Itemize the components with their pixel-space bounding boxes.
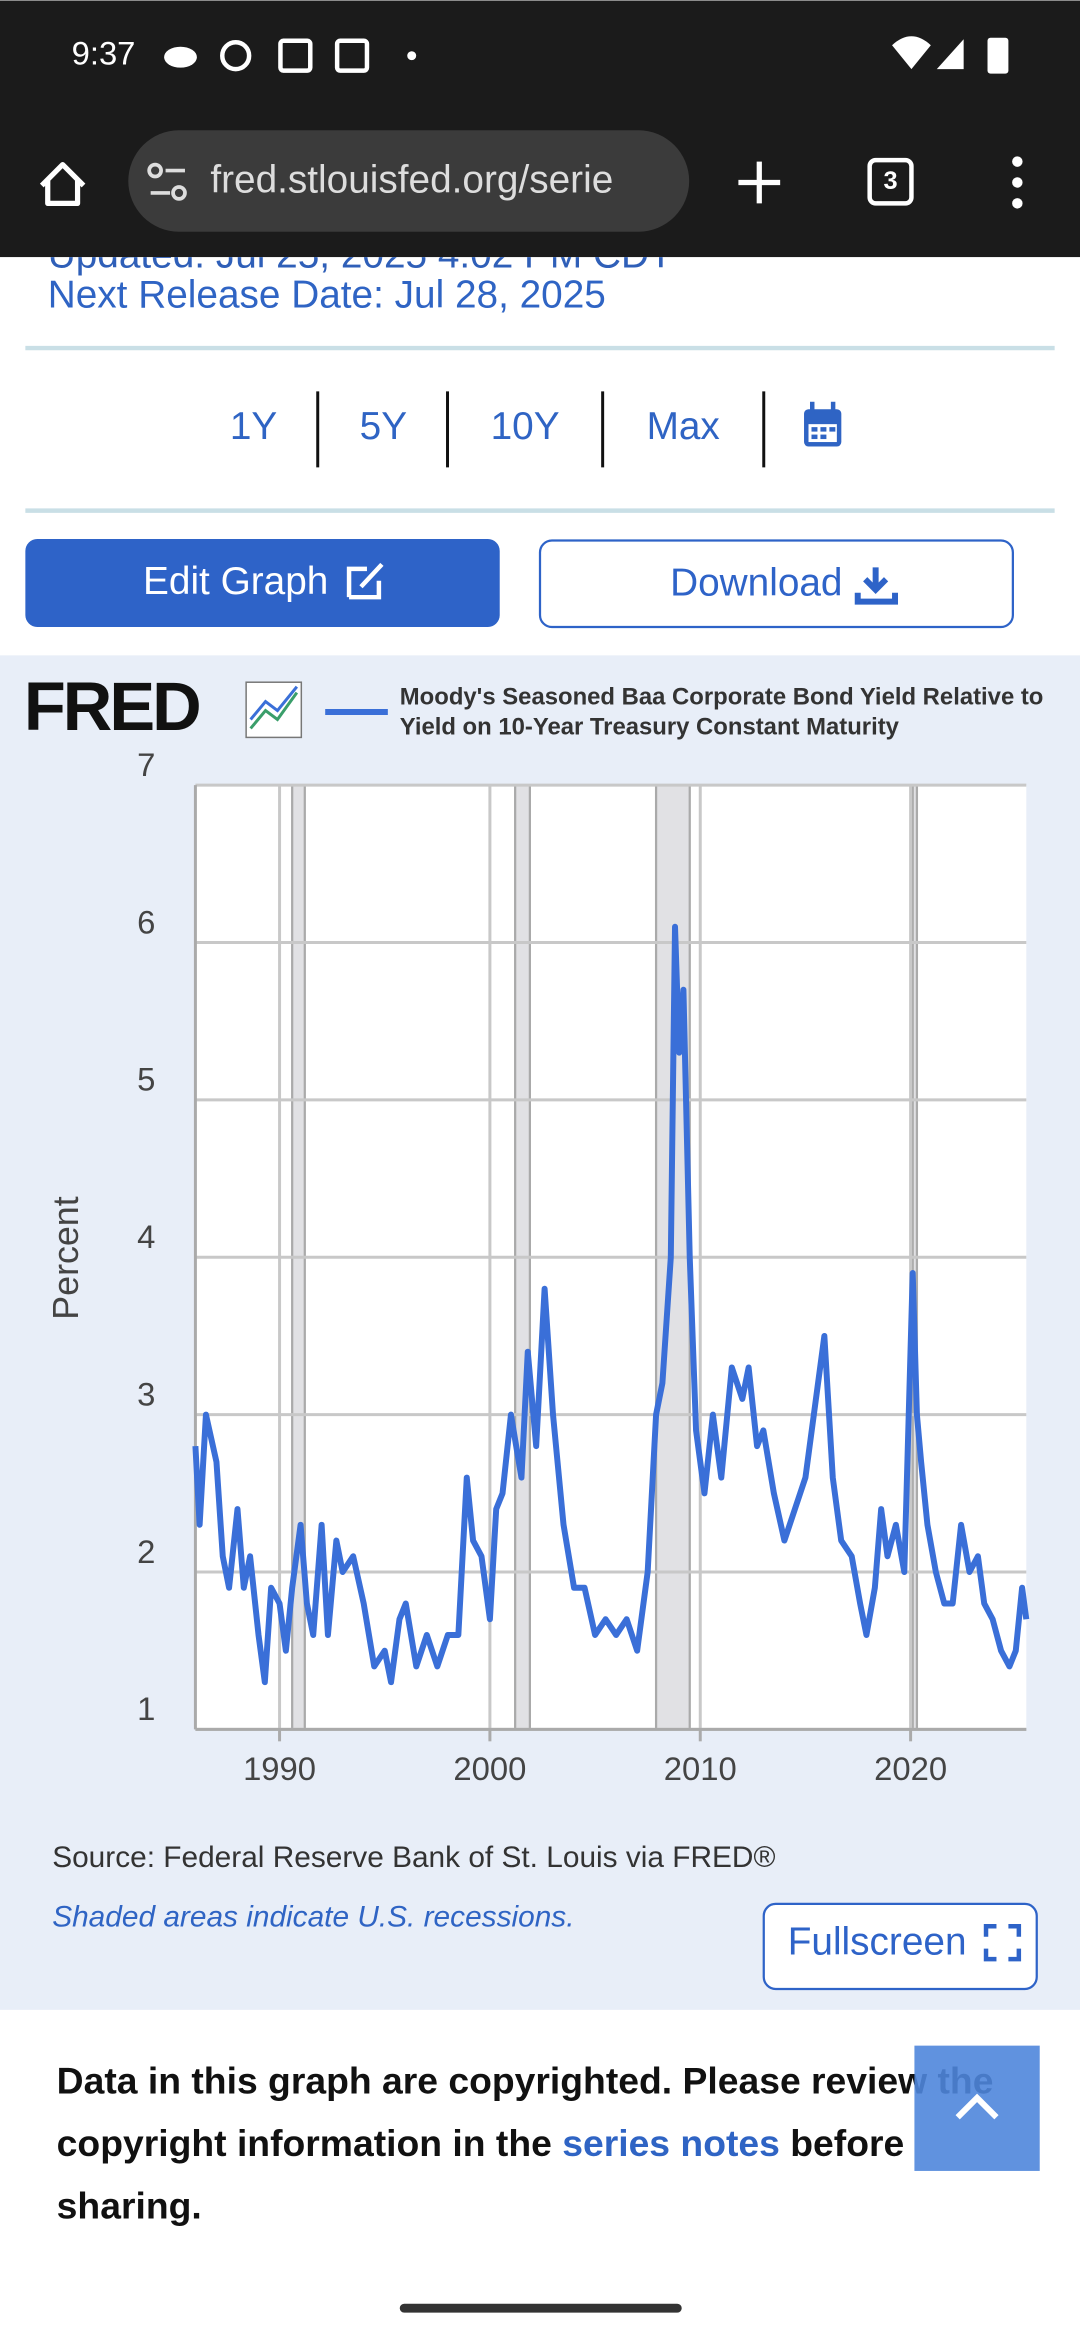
range-button[interactable]: 1Y [230, 405, 277, 448]
y-tick-label: 3 [137, 1375, 155, 1412]
y-tick-label: 5 [137, 1061, 155, 1098]
x-tick-label: 2010 [664, 1750, 737, 1787]
calendar-button[interactable] [804, 401, 842, 447]
download-button[interactable]: Download [538, 539, 1014, 629]
legend: Moody's Seasoned Baa Corporate Bond Yiel… [399, 685, 1044, 741]
fullscreen-label: Fullscreen [788, 1920, 967, 1963]
y-tick-label: 4 [137, 1218, 155, 1255]
series-line [192, 923, 1030, 1686]
url-bar[interactable] [128, 130, 690, 232]
x-tick-label: 2000 [453, 1750, 526, 1787]
y-axis-label: Percent [46, 1196, 86, 1319]
next-release: Next Release Date: Jul 28, 2025 [48, 274, 606, 317]
y-tick-label: 1 [137, 1690, 155, 1727]
legend-text: Moody's Seasoned Baa Corporate Bond Yiel… [399, 685, 1044, 741]
range-button[interactable]: Max [647, 405, 720, 448]
recession-note: Shaded areas indicate U.S. recessions. [52, 1901, 574, 1934]
chart-icon [245, 681, 303, 739]
home-button[interactable] [39, 161, 86, 206]
y-tick-label: 2 [137, 1533, 155, 1570]
url-text: fred.stlouisfed.org/serie [210, 159, 613, 202]
range-group: 1Y 5Y 10Y Max [230, 391, 766, 468]
y-tick-label: 7 [137, 746, 155, 783]
x-tick-label: 2020 [874, 1750, 947, 1787]
copyright-box: Data in this graph are copyrighted. Plea… [56, 2060, 994, 2228]
scroll-top-button[interactable] [914, 2045, 1040, 2171]
edit-graph-button[interactable]: Edit Graph [25, 539, 500, 628]
x-tick-label: 1990 [243, 1750, 316, 1787]
edit-label: Edit Graph [143, 560, 328, 603]
home-indicator [399, 2303, 682, 2313]
fullscreen-button[interactable]: Fullscreen [762, 1902, 1038, 1991]
new-tab[interactable] [738, 161, 781, 204]
site-info-icon[interactable] [147, 162, 187, 201]
copyright-after: before sharing. [56, 2123, 905, 2228]
download-label: Download [670, 561, 842, 604]
status-time: 9:37 [72, 34, 136, 71]
tab-switcher[interactable] [867, 157, 914, 206]
series-notes-link[interactable]: series notes [562, 2123, 780, 2165]
range-button[interactable]: 10Y [491, 405, 560, 448]
status-icons [164, 36, 1009, 74]
header-clip: Updated: Jul 25, 2025 4:02 PM CDT [48, 233, 673, 276]
menu[interactable] [1012, 156, 1023, 209]
updated-text: Updated: Jul 25, 2025 4:02 PM CDT [48, 233, 673, 276]
tab-count: 3 [883, 167, 897, 195]
fred-logo: FRED [24, 668, 199, 745]
y-tick-label: 6 [137, 903, 155, 940]
copyright-text: Data in this graph are copyrighted. Plea… [56, 2060, 994, 2165]
source: Source: Federal Reserve Bank of St. Loui… [52, 1841, 775, 1874]
range-button[interactable]: 5Y [360, 405, 407, 448]
plot: Moody's Seasoned Baa Corporate Bond Yiel… [137, 685, 1044, 1787]
